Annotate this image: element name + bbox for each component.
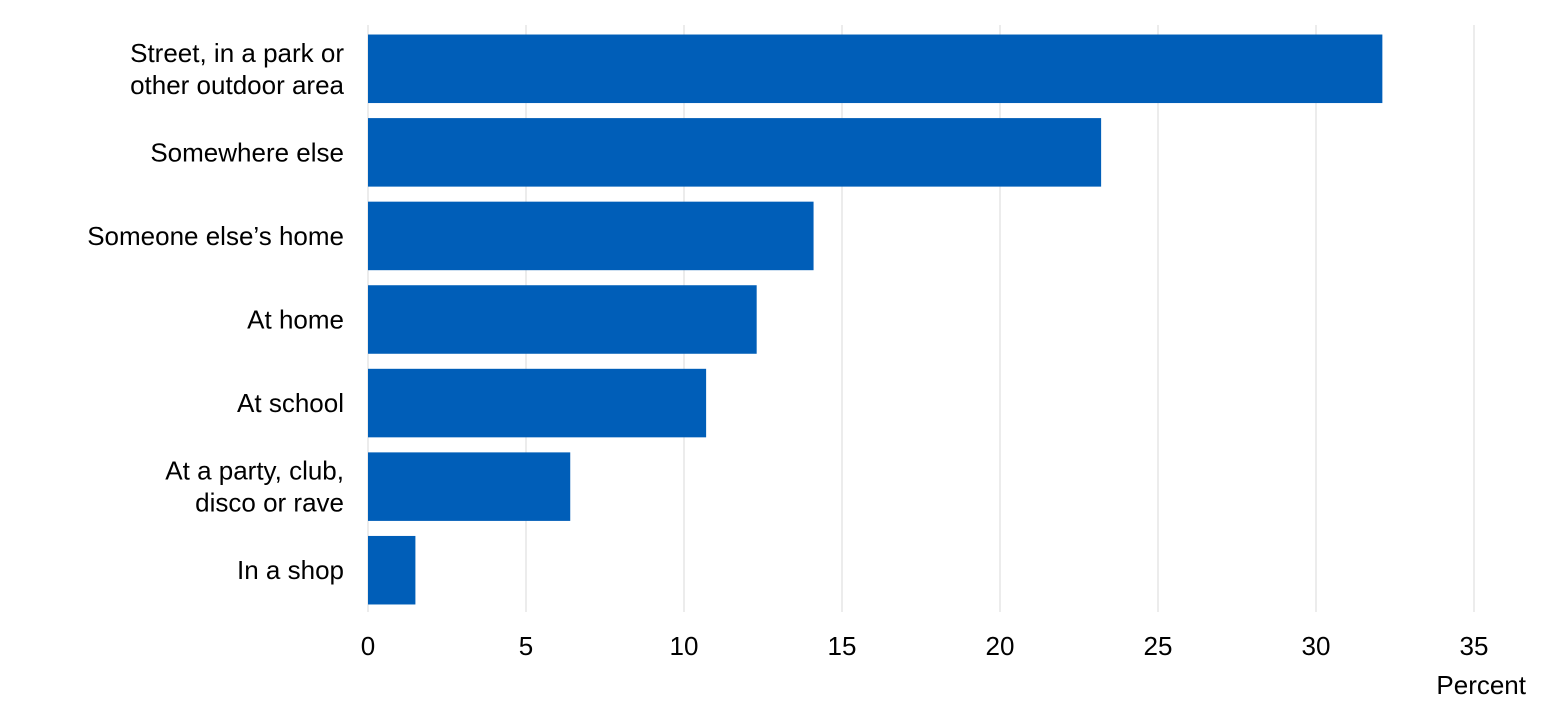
category-label: Street, in a park or	[130, 38, 344, 68]
category-label: disco or rave	[195, 488, 344, 518]
category-label: Somewhere else	[150, 137, 344, 167]
bar	[368, 535, 416, 605]
bar	[368, 34, 1383, 104]
x-tick-label: 30	[1302, 631, 1331, 661]
category-label: other outdoor area	[130, 70, 344, 100]
x-tick-label: 20	[986, 631, 1015, 661]
category-label: At home	[247, 305, 344, 335]
bar	[368, 368, 707, 438]
category-label: At a party, club,	[165, 456, 344, 486]
category-label: In a shop	[237, 555, 344, 585]
x-axis-title: Percent	[1436, 670, 1526, 700]
category-label: Someone else’s home	[87, 221, 344, 251]
x-tick-labels: 0 5 10 15 20 25 30 35	[361, 631, 1489, 661]
x-tick-label: 25	[1144, 631, 1173, 661]
x-tick-label: 35	[1460, 631, 1489, 661]
x-tick-label: 5	[519, 631, 533, 661]
x-tick-label: 15	[828, 631, 857, 661]
x-tick-label: 0	[361, 631, 375, 661]
bar	[368, 201, 814, 271]
bar	[368, 118, 1102, 187]
bar	[368, 452, 571, 521]
x-tick-label: 10	[670, 631, 699, 661]
bar	[368, 285, 757, 354]
category-label: At school	[237, 388, 344, 418]
bars	[368, 34, 1383, 605]
